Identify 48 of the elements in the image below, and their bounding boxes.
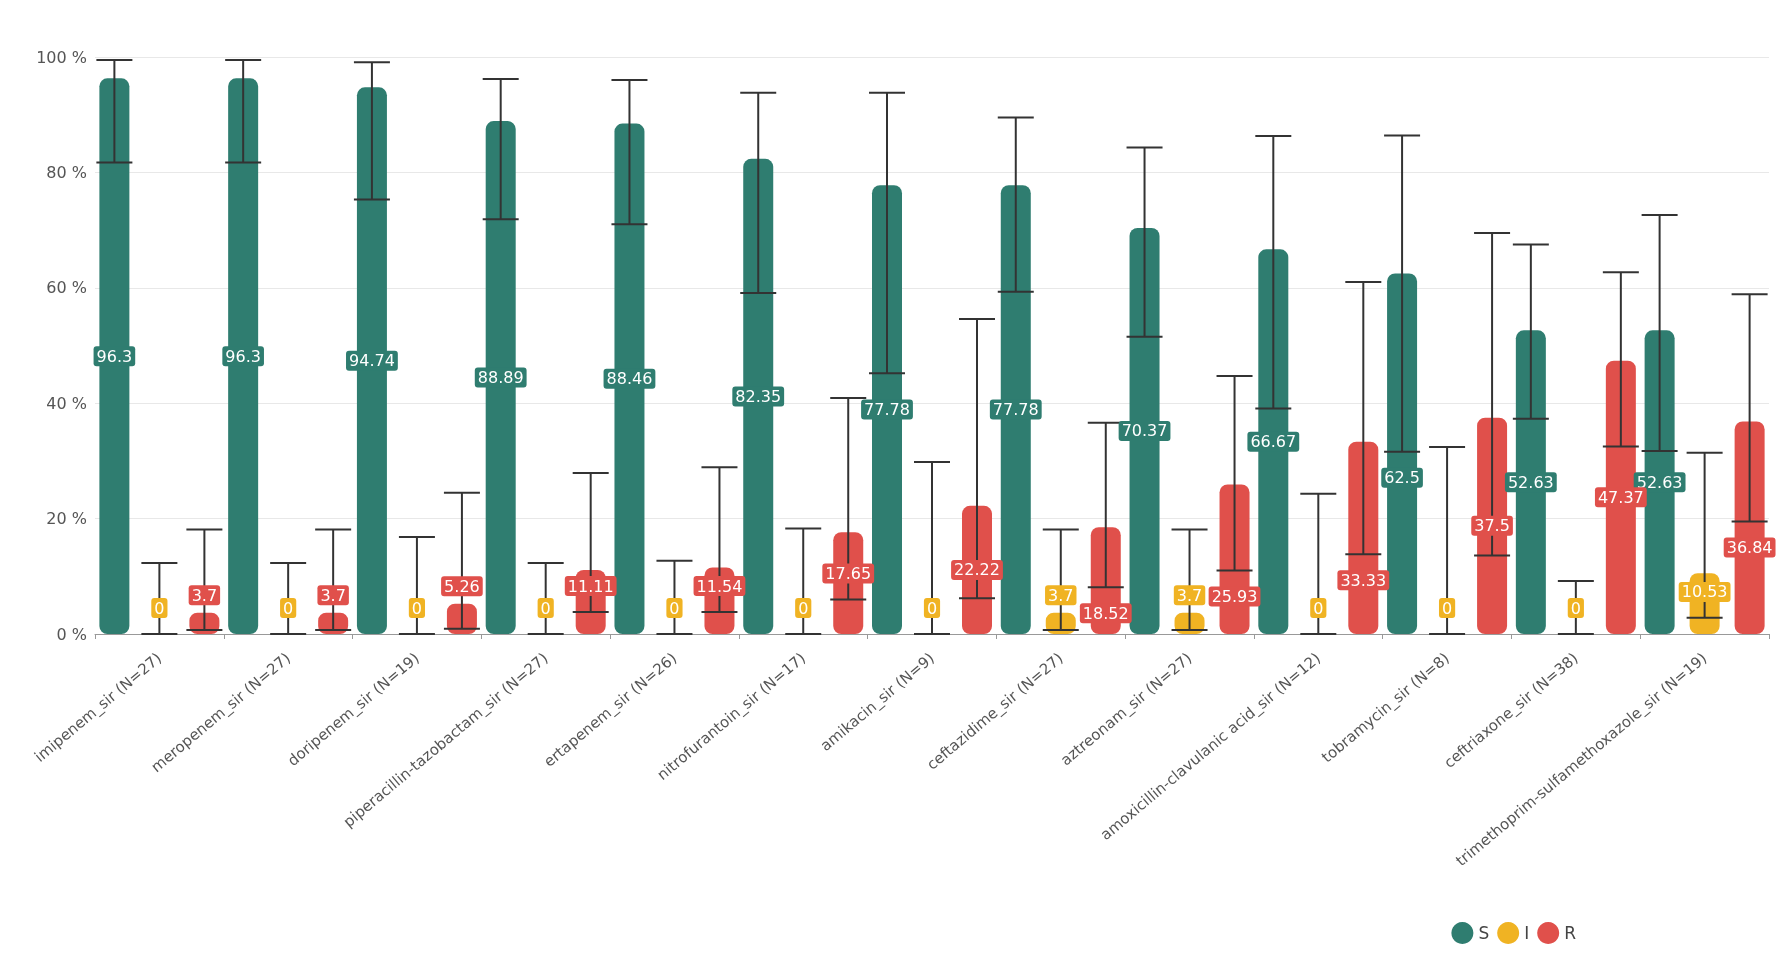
y-tick-label: 20 % — [46, 509, 87, 529]
y-tick-label: 80 % — [46, 162, 87, 182]
data-label: 3.7 — [191, 585, 218, 605]
data-label: 0 — [1570, 598, 1581, 618]
data-label: 70.37 — [1121, 421, 1168, 441]
data-label: 3.7 — [1048, 585, 1074, 605]
data-label: 37.5 — [1474, 516, 1510, 536]
data-label: 0 — [540, 598, 551, 618]
data-label: 66.67 — [1250, 432, 1297, 452]
data-label: 88.46 — [606, 369, 653, 389]
data-label: 25.93 — [1211, 586, 1258, 606]
data-label: 0 — [411, 598, 423, 618]
data-label: 62.5 — [1384, 468, 1420, 488]
data-label: 3.7 — [320, 585, 346, 605]
data-label: 94.74 — [349, 351, 395, 371]
data-label: 5.26 — [444, 576, 480, 596]
data-label: 0 — [1313, 598, 1324, 618]
data-label: 96.3 — [225, 346, 261, 366]
data-label: 0 — [926, 598, 938, 618]
data-label: 36.84 — [1726, 537, 1773, 557]
data-label: 17.65 — [825, 563, 872, 583]
legend-label: R — [1564, 923, 1577, 943]
data-label: 22.22 — [954, 560, 1000, 580]
data-label: 3.7 — [1176, 585, 1203, 605]
data-label: 96.3 — [96, 346, 133, 366]
y-tick-label: 100 % — [36, 47, 87, 67]
y-tick-label: 60 % — [46, 278, 87, 298]
data-label: 33.33 — [1340, 570, 1387, 590]
data-label: 47.37 — [1597, 487, 1644, 507]
data-label: 0 — [669, 598, 680, 618]
data-label: 11.11 — [567, 576, 614, 596]
data-label: 52.63 — [1507, 472, 1554, 492]
data-label: 77.78 — [992, 400, 1039, 420]
data-label: 77.78 — [864, 400, 910, 420]
legend-label: I — [1524, 923, 1530, 943]
y-tick-label: 0 % — [56, 624, 87, 644]
data-label: 82.35 — [735, 386, 782, 406]
data-label: 88.89 — [477, 368, 524, 388]
data-label: 10.53 — [1681, 582, 1728, 602]
data-label: 11.54 — [696, 576, 743, 596]
data-label: 0 — [798, 598, 809, 618]
data-label: 0 — [283, 598, 294, 618]
y-tick-label: 40 % — [46, 393, 87, 413]
data-label: 0 — [1441, 598, 1453, 618]
data-label: 18.52 — [1082, 603, 1129, 623]
data-label: 0 — [154, 598, 165, 618]
legend-label: S — [1478, 923, 1490, 943]
data-label: 52.63 — [1636, 472, 1683, 492]
